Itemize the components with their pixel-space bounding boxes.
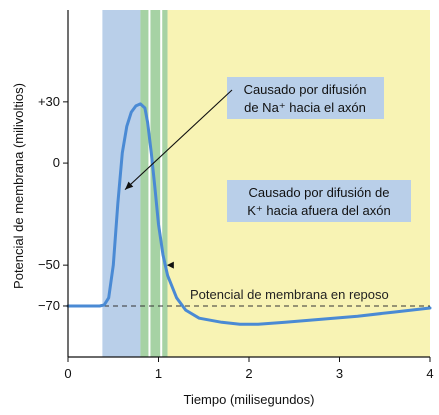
sodium-annotation-line-2: de Na⁺ hacia el axón — [244, 100, 366, 115]
resting-potential-label: Potencial de membrana en reposo — [190, 287, 389, 302]
y-tick-label-3: −70 — [38, 298, 60, 313]
y-axis-title: Potencial de membrana (milivoltios) — [11, 83, 26, 289]
x-axis-title: Tiempo (milisegundos) — [183, 392, 314, 407]
potassium-annotation-line-2: K⁺ hacia afuera del axón — [247, 203, 390, 218]
y-tick-label-0: +30 — [38, 94, 60, 109]
x-tick-label-0: 0 — [64, 366, 71, 381]
sodium-annotation-arrow — [124, 89, 233, 191]
potassium-annotation: Causado por difusión de K⁺ hacia afuera … — [166, 180, 411, 269]
potassium-annotation-arrowhead — [166, 261, 174, 269]
sodium-annotation-arrowhead — [125, 181, 134, 190]
x-tick-label-1: 1 — [155, 366, 162, 381]
phase-band-0 — [102, 10, 141, 357]
x-tick-label-4: 4 — [426, 366, 433, 381]
sodium-annotation: Causado por difusión de Na⁺ hacia el axó… — [124, 77, 384, 191]
sodium-annotation-box — [227, 77, 384, 119]
y-tick-label-1: 0 — [53, 155, 60, 170]
potassium-annotation-box — [227, 180, 411, 222]
sodium-annotation-line-1: Causado por difusión — [244, 82, 367, 97]
membrane-potential-curve — [66, 102, 432, 326]
x-tick-label-2: 2 — [245, 366, 252, 381]
potassium-annotation-line-1: Causado por difusión de — [249, 185, 390, 200]
x-tick-label-3: 3 — [336, 366, 343, 381]
y-tick-label-2: −50 — [38, 257, 60, 272]
